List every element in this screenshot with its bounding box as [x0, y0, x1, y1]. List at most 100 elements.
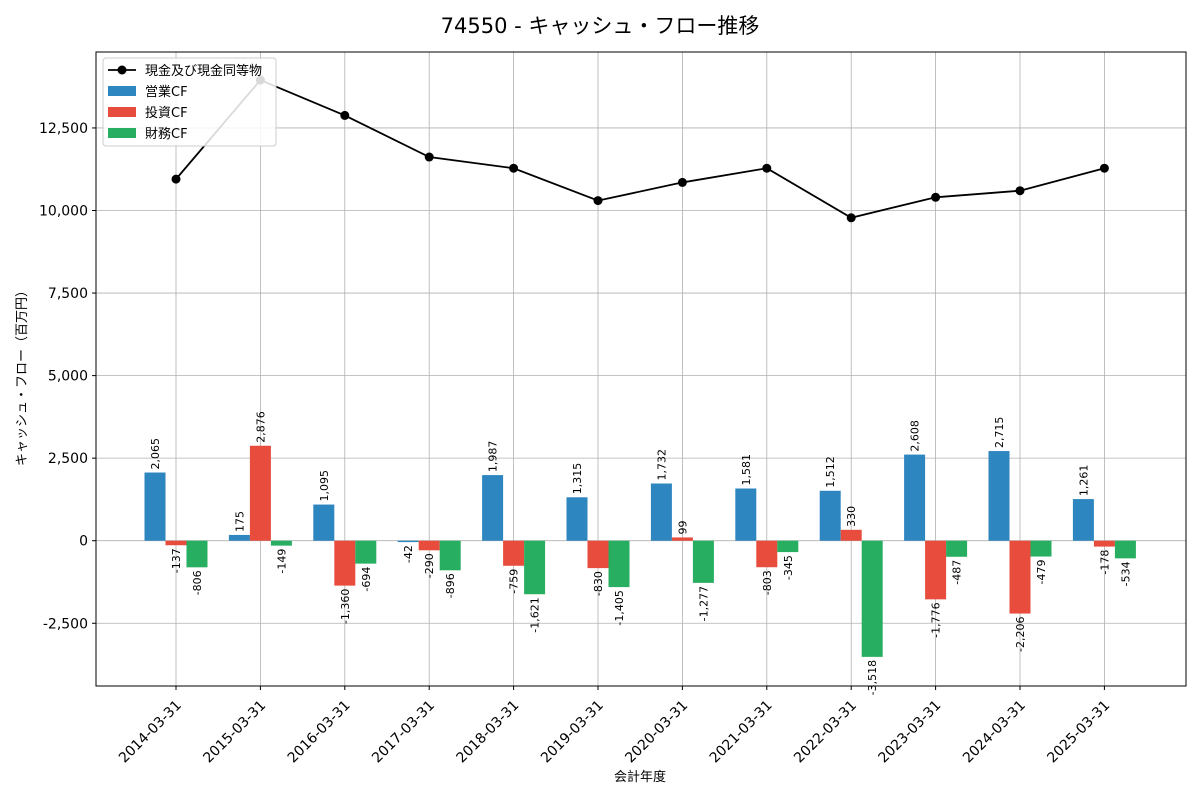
bar-営業CF — [988, 451, 1010, 541]
data-label: -3,518 — [866, 660, 879, 695]
cash-point — [762, 163, 772, 173]
bar-財務CF — [439, 540, 461, 571]
bar-投資CF — [249, 445, 271, 541]
bar-財務CF — [270, 540, 292, 546]
axes-group: -2,500 0 2,500 5,000 7,500 10,000 12,500 2014-0… — [39, 121, 1113, 766]
legend-swatch — [108, 107, 136, 117]
chart-title: 74550 - キャッシュ・フロー推移 — [441, 14, 760, 38]
bar-財務CF — [861, 540, 883, 657]
bar-財務CF — [692, 540, 714, 583]
data-label: -806 — [191, 570, 204, 595]
x-tick-label: 2021-03-31 — [707, 698, 776, 767]
data-label: -830 — [592, 571, 605, 596]
data-label: 2,876 — [254, 411, 267, 443]
data-label: -137 — [170, 548, 183, 573]
bar-投資CF — [165, 540, 187, 546]
data-label: -2,206 — [1014, 617, 1027, 652]
y-tick-label: 0 — [79, 534, 88, 550]
y-tick-label: 10,000 — [39, 204, 88, 220]
bar-営業CF — [482, 475, 504, 541]
bar-財務CF — [608, 540, 630, 588]
cash-point — [931, 192, 941, 202]
legend-label: 営業CF — [145, 84, 188, 100]
bar-投資CF — [756, 540, 778, 568]
x-tick-label: 2019-03-31 — [538, 698, 607, 767]
legend-marker — [117, 65, 127, 75]
data-label: -1,405 — [613, 590, 626, 625]
cash-point — [593, 196, 603, 206]
bar-財務CF — [777, 540, 799, 553]
bar-営業CF — [144, 472, 166, 541]
line-series-group — [171, 75, 1109, 223]
x-tick-label: 2014-03-31 — [116, 698, 185, 767]
bar-投資CF — [1009, 540, 1031, 614]
data-label: 1,315 — [571, 463, 584, 495]
x-tick-label: 2023-03-31 — [876, 698, 945, 767]
bar-投資CF — [1093, 540, 1115, 547]
data-label: -1,277 — [697, 586, 710, 621]
y-tick-label: 2,500 — [48, 451, 88, 467]
plot-frame — [95, 51, 1187, 687]
legend-label: 投資CF — [145, 105, 188, 121]
data-label: 1,732 — [655, 449, 668, 481]
x-axis-label: 会計年度 — [614, 769, 666, 785]
data-label: -694 — [360, 567, 373, 592]
x-tick-label: 2020-03-31 — [622, 698, 691, 767]
cash-point — [677, 177, 687, 187]
data-label: 1,095 — [318, 470, 331, 502]
bar-財務CF — [1114, 540, 1136, 559]
data-labels-group: 2,065 175 1,095 -42 1,987 1,315 1,732 1,581 1,51… — [149, 411, 1132, 695]
data-label: -759 — [508, 569, 521, 594]
bar-投資CF — [503, 540, 525, 566]
data-label: -479 — [1035, 560, 1048, 585]
y-axis-label: キャッシュ・フロー（百万円） — [15, 284, 30, 466]
bar-series-group — [144, 445, 1136, 657]
x-tick-label: 2025-03-31 — [1044, 698, 1113, 767]
cash-point — [171, 174, 181, 184]
data-label: -896 — [444, 573, 457, 598]
bar-投資CF — [925, 540, 947, 600]
data-label: -803 — [761, 570, 774, 595]
data-label: 1,512 — [824, 456, 837, 488]
data-label: 1,581 — [740, 454, 753, 486]
data-label: -149 — [275, 549, 288, 574]
bar-営業CF — [397, 540, 419, 543]
cash-point — [1099, 163, 1109, 173]
data-label: 2,065 — [149, 438, 162, 470]
bar-営業CF — [735, 488, 757, 541]
data-label: -345 — [782, 555, 795, 580]
bar-投資CF — [671, 537, 693, 541]
y-tick-label: -2,500 — [43, 616, 88, 632]
data-label: 330 — [845, 506, 858, 527]
bar-営業CF — [228, 534, 250, 541]
cash-point — [846, 213, 856, 223]
bar-投資CF — [840, 529, 862, 541]
data-label: 2,608 — [909, 420, 922, 452]
x-tick-label: 2024-03-31 — [960, 698, 1029, 767]
bar-投資CF — [587, 540, 609, 569]
bar-営業CF — [819, 490, 841, 541]
bar-営業CF — [904, 454, 926, 541]
data-label: 99 — [676, 520, 689, 534]
data-label: 1,261 — [1077, 465, 1090, 497]
bar-営業CF — [650, 483, 672, 541]
cash-point — [340, 110, 350, 120]
y-tick-label: 7,500 — [48, 286, 88, 302]
x-tick-label: 2018-03-31 — [454, 698, 523, 767]
legend-label: 財務CF — [145, 127, 188, 142]
bar-財務CF — [1030, 540, 1052, 557]
data-label: -42 — [402, 545, 415, 563]
cash-point — [424, 152, 434, 162]
bar-営業CF — [313, 504, 335, 541]
bar-財務CF — [186, 540, 208, 568]
bar-財務CF — [946, 540, 968, 557]
legend-label: 現金及び現金同等物 — [145, 63, 262, 79]
data-label: -487 — [951, 560, 964, 585]
x-tick-label: 2016-03-31 — [285, 698, 354, 767]
bar-営業CF — [1072, 499, 1094, 541]
cash-point — [1015, 186, 1025, 196]
x-tick-label: 2022-03-31 — [791, 698, 860, 767]
